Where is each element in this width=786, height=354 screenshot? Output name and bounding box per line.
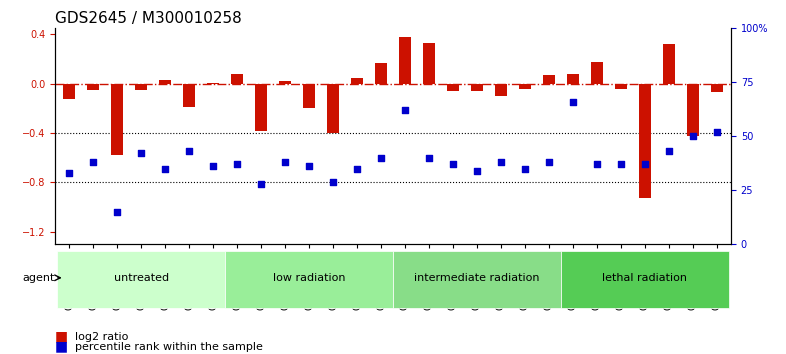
Point [446, 161, 459, 167]
Point [375, 155, 387, 161]
Point [255, 181, 267, 187]
Point [423, 155, 435, 161]
FancyBboxPatch shape [226, 251, 393, 308]
Bar [64, 84, 75, 99]
Bar [591, 62, 603, 84]
Bar [471, 84, 483, 91]
Text: lethal radiation: lethal radiation [602, 273, 687, 283]
Bar [711, 84, 722, 92]
Point [542, 159, 555, 165]
Point [63, 170, 75, 176]
Point [279, 159, 292, 165]
Text: agent: agent [23, 273, 55, 283]
Text: ■: ■ [55, 339, 68, 353]
Bar [303, 84, 315, 108]
FancyBboxPatch shape [57, 251, 226, 308]
Bar [663, 44, 674, 84]
Point [471, 168, 483, 173]
Point [567, 99, 579, 104]
Point [135, 151, 148, 156]
Bar [351, 78, 363, 84]
Point [231, 161, 244, 167]
Point [183, 148, 196, 154]
Bar [87, 84, 99, 90]
Point [615, 161, 627, 167]
Bar [615, 84, 626, 89]
Bar [375, 63, 387, 84]
Text: GDS2645 / M300010258: GDS2645 / M300010258 [55, 11, 242, 26]
Point [303, 164, 315, 169]
Point [207, 164, 219, 169]
Point [519, 166, 531, 171]
Bar [543, 75, 555, 84]
Bar [160, 80, 171, 84]
Point [711, 129, 723, 135]
Point [351, 166, 363, 171]
Bar [519, 84, 531, 89]
Text: low radiation: low radiation [273, 273, 345, 283]
FancyBboxPatch shape [393, 251, 560, 308]
Point [663, 148, 675, 154]
Bar [208, 82, 219, 84]
Bar [399, 37, 411, 84]
Point [111, 209, 123, 215]
Point [686, 133, 699, 139]
Text: intermediate radiation: intermediate radiation [414, 273, 540, 283]
Bar [639, 84, 651, 199]
Bar [687, 84, 699, 136]
Point [87, 159, 100, 165]
Bar [255, 84, 267, 131]
Bar [447, 84, 459, 91]
Bar [279, 81, 291, 84]
Point [399, 108, 411, 113]
Point [494, 159, 507, 165]
Bar [135, 84, 147, 90]
Point [159, 166, 171, 171]
Point [590, 161, 603, 167]
Bar [231, 74, 243, 84]
Bar [495, 84, 507, 96]
Bar [112, 84, 123, 155]
Text: log2 ratio: log2 ratio [75, 332, 128, 342]
Point [638, 161, 651, 167]
Point [327, 179, 340, 184]
Bar [327, 84, 339, 133]
Text: untreated: untreated [114, 273, 169, 283]
Bar [183, 84, 195, 107]
FancyBboxPatch shape [560, 251, 729, 308]
Bar [423, 43, 435, 84]
Bar [567, 74, 578, 84]
Text: percentile rank within the sample: percentile rank within the sample [75, 342, 263, 353]
Text: ■: ■ [55, 329, 68, 343]
